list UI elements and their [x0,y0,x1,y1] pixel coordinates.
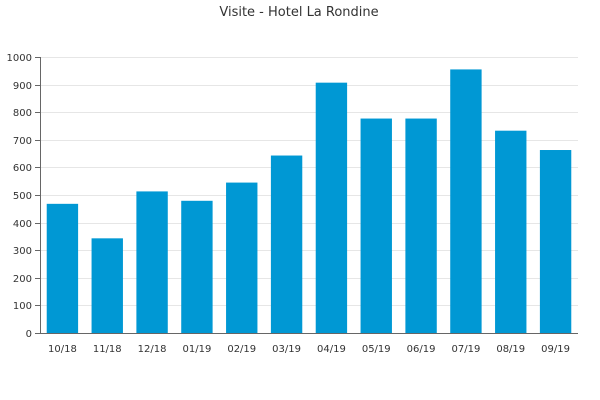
bar [226,182,258,333]
bar [360,118,392,333]
y-tick-label: 1000 [7,53,32,64]
bar [181,200,213,333]
bar [91,238,123,333]
x-tick-label: 07/19 [452,344,481,355]
x-tick-label: 05/19 [362,344,391,355]
gridlines [40,57,578,306]
x-tick-label: 02/19 [227,344,256,355]
bar [405,118,437,333]
y-tick-label: 200 [13,274,32,285]
y-tick-label: 700 [13,136,32,147]
y-tick-label: 600 [13,163,32,174]
chart-title: Visite - Hotel La Rondine [219,5,378,20]
bar [315,82,348,333]
x-tick-label: 08/19 [496,344,525,355]
x-tick-label: 01/19 [183,344,212,355]
x-tick-labels: 10/18 11/18 12/18 01/19 02/19 03/19 04/19 05/19… [48,344,570,355]
bar [495,130,527,333]
y-tick-labels: 0 100 200 300 400 500 600 700 800 900 1000 [7,53,32,340]
bar [46,203,79,333]
bars [46,69,572,334]
y-tick-label: 100 [13,301,32,312]
y-tick-label: 300 [13,246,32,257]
x-tick-label: 10/18 [48,344,77,355]
y-tick-label: 400 [13,219,32,230]
x-tick-label: 12/18 [138,344,167,355]
bar [539,150,572,333]
y-tick-label: 900 [13,81,32,92]
x-tick-label: 11/18 [93,344,122,355]
bar [270,155,303,333]
x-tick-label: 06/19 [407,344,436,355]
y-tick-label: 800 [13,108,32,119]
axes [35,57,578,334]
x-tick-label: 09/19 [541,344,570,355]
x-tick-label: 04/19 [317,344,346,355]
bar [450,69,482,334]
y-tick-label: 0 [26,329,32,340]
x-tick-label: 03/19 [272,344,301,355]
bar [136,191,168,333]
y-tick-label: 500 [13,191,32,202]
